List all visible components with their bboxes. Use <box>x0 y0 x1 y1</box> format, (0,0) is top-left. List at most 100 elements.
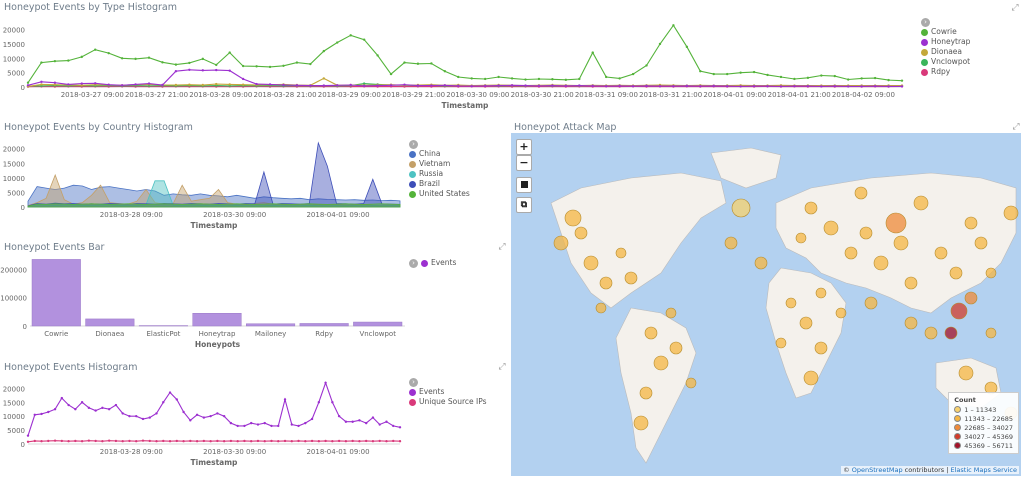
data-point[interactable] <box>182 410 185 414</box>
data-point[interactable] <box>378 423 381 426</box>
data-point[interactable] <box>443 70 447 73</box>
zoom-in-button[interactable]: + <box>516 139 532 155</box>
data-point[interactable] <box>900 85 904 88</box>
map-marker[interactable] <box>823 220 839 236</box>
data-point[interactable] <box>344 420 348 423</box>
data-point[interactable] <box>202 416 206 419</box>
data-point[interactable] <box>60 439 64 443</box>
data-point[interactable] <box>256 439 260 443</box>
data-point[interactable] <box>726 84 729 88</box>
data-point[interactable] <box>40 412 43 416</box>
legend-item[interactable]: Vnclowpot <box>921 57 970 67</box>
data-point[interactable] <box>87 406 91 410</box>
map-marker[interactable] <box>731 198 751 218</box>
data-point[interactable] <box>362 84 366 88</box>
data-point[interactable] <box>324 381 327 384</box>
data-point[interactable] <box>362 82 366 85</box>
data-point[interactable] <box>135 414 138 418</box>
map-marker[interactable] <box>595 302 607 314</box>
map-marker[interactable] <box>803 370 819 386</box>
data-point[interactable] <box>618 84 621 88</box>
data-point[interactable] <box>270 424 273 428</box>
legend-item[interactable]: Honeytrap <box>921 37 970 47</box>
expand-icon[interactable]: ⤢ <box>498 242 506 252</box>
data-point[interactable] <box>873 84 877 88</box>
map-marker[interactable] <box>985 267 997 279</box>
data-point[interactable] <box>578 77 581 81</box>
data-point[interactable] <box>537 77 541 81</box>
data-point[interactable] <box>80 55 83 59</box>
map-marker[interactable] <box>864 296 878 310</box>
data-point[interactable] <box>699 84 702 88</box>
data-point[interactable] <box>26 440 30 443</box>
data-point[interactable] <box>364 439 368 443</box>
data-point[interactable] <box>241 77 245 81</box>
data-point[interactable] <box>551 78 554 81</box>
map-marker[interactable] <box>633 415 649 431</box>
map-marker[interactable] <box>893 235 909 251</box>
data-point[interactable] <box>155 412 158 415</box>
data-point[interactable] <box>222 414 226 418</box>
legend-item[interactable]: China <box>409 149 470 159</box>
map-marker[interactable] <box>615 247 627 259</box>
series-line[interactable] <box>27 69 902 87</box>
data-point[interactable] <box>67 59 70 62</box>
map-marker[interactable] <box>574 226 588 240</box>
data-point[interactable] <box>371 440 375 443</box>
map-marker[interactable] <box>859 226 873 240</box>
data-point[interactable] <box>310 439 314 443</box>
data-point[interactable] <box>268 83 272 86</box>
map-marker[interactable] <box>653 355 669 371</box>
legend-item[interactable]: Rdpy <box>921 67 970 77</box>
map-marker[interactable] <box>904 316 918 330</box>
data-point[interactable] <box>215 82 218 86</box>
data-point[interactable] <box>443 84 447 87</box>
data-point[interactable] <box>67 440 70 443</box>
map-marker[interactable] <box>785 297 797 309</box>
data-point[interactable] <box>216 439 219 443</box>
expand-icon[interactable]: ⤢ <box>1011 3 1019 13</box>
data-point[interactable] <box>67 403 70 407</box>
data-point[interactable] <box>215 68 218 72</box>
data-point[interactable] <box>309 62 312 66</box>
data-point[interactable] <box>241 83 245 86</box>
map-marker[interactable] <box>944 326 958 340</box>
map-marker[interactable] <box>795 232 807 244</box>
data-point[interactable] <box>174 83 178 87</box>
data-point[interactable] <box>67 83 70 86</box>
data-point[interactable] <box>322 77 326 80</box>
data-point[interactable] <box>604 75 608 79</box>
data-point[interactable] <box>263 440 266 443</box>
data-point[interactable] <box>33 413 36 416</box>
data-point[interactable] <box>94 439 97 443</box>
data-point[interactable] <box>376 54 379 57</box>
data-point[interactable] <box>752 84 756 88</box>
data-point[interactable] <box>277 424 280 428</box>
map-marker[interactable] <box>815 287 827 299</box>
data-point[interactable] <box>80 82 83 85</box>
data-point[interactable] <box>195 413 199 416</box>
data-point[interactable] <box>331 440 334 443</box>
data-point[interactable] <box>389 84 393 87</box>
legend-item[interactable]: Dionaea <box>921 47 970 57</box>
data-point[interactable] <box>188 61 191 65</box>
data-point[interactable] <box>793 77 796 81</box>
data-point[interactable] <box>349 34 352 37</box>
data-point[interactable] <box>121 440 124 443</box>
data-point[interactable] <box>243 424 246 428</box>
series-line[interactable] <box>27 381 401 436</box>
data-point[interactable] <box>470 84 473 88</box>
map-marker[interactable] <box>885 212 907 234</box>
data-point[interactable] <box>216 412 219 415</box>
data-point[interactable] <box>403 61 406 64</box>
data-point[interactable] <box>201 69 204 72</box>
map-marker[interactable] <box>949 266 963 280</box>
data-point[interactable] <box>645 64 648 67</box>
data-point[interactable] <box>398 426 402 429</box>
data-point[interactable] <box>385 440 388 443</box>
data-point[interactable] <box>378 439 381 443</box>
map-marker[interactable] <box>639 386 653 400</box>
map-marker[interactable] <box>775 337 787 349</box>
data-point[interactable] <box>304 421 307 425</box>
data-point[interactable] <box>40 440 43 443</box>
